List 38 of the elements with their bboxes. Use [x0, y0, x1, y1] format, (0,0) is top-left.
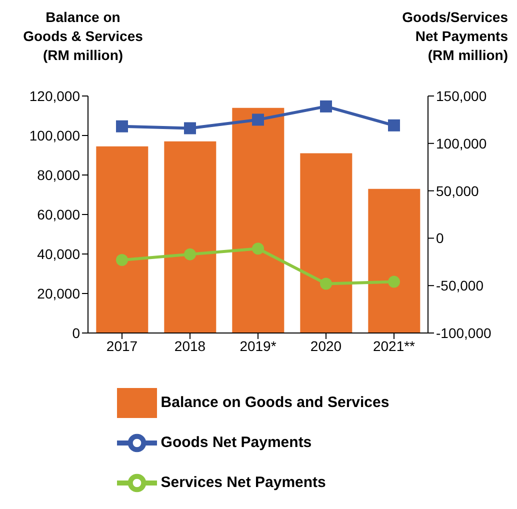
- bar: [232, 108, 284, 333]
- x-tick-label: 2018: [174, 338, 206, 354]
- point: [388, 276, 400, 288]
- bar: [164, 141, 216, 333]
- point: [320, 100, 332, 112]
- bar: [368, 188, 420, 333]
- legend-label: Goods Net Payments: [160, 434, 312, 451]
- legend-label: Services Net Payments: [160, 474, 326, 491]
- y-axis-title: Balance on Goods & Services (RM million): [22, 8, 144, 65]
- point: [184, 122, 196, 134]
- y2-tick-label: 150,000: [436, 88, 487, 104]
- y-tick-label: 80,000: [37, 166, 80, 183]
- y-tick-label: 0: [72, 324, 80, 341]
- y2-tick-label: 100,000: [436, 135, 487, 152]
- y2-axis-title: Goods/Services Net Payments (RM million): [401, 8, 508, 65]
- y-tick-label: 100,000: [29, 127, 80, 144]
- x-tick-label: 2020: [310, 338, 342, 354]
- legend-label: Balance on Goods and Services: [160, 394, 390, 411]
- bar: [300, 153, 352, 333]
- point: [116, 120, 128, 132]
- point: [388, 119, 400, 132]
- x-tick-label: 2021**: [372, 338, 416, 354]
- y2-tick-label: -100,000: [436, 324, 492, 341]
- x-tick-label: 2019*: [240, 338, 277, 354]
- y-tick-label: 120,000: [29, 88, 80, 104]
- point: [252, 242, 264, 255]
- point: [116, 254, 128, 266]
- point: [184, 248, 196, 260]
- point: [320, 278, 332, 290]
- y-tick-label: 20,000: [37, 285, 80, 302]
- bar: [96, 146, 148, 333]
- y-tick-label: 40,000: [37, 246, 80, 262]
- y2-tick-label: 0: [436, 230, 444, 246]
- x-tick-label: 2017: [106, 338, 138, 354]
- y-tick-label: 60,000: [37, 206, 80, 222]
- y2-tick-label: -50,000: [436, 278, 484, 294]
- y2-tick-label: 50,000: [436, 182, 480, 199]
- point: [252, 114, 264, 126]
